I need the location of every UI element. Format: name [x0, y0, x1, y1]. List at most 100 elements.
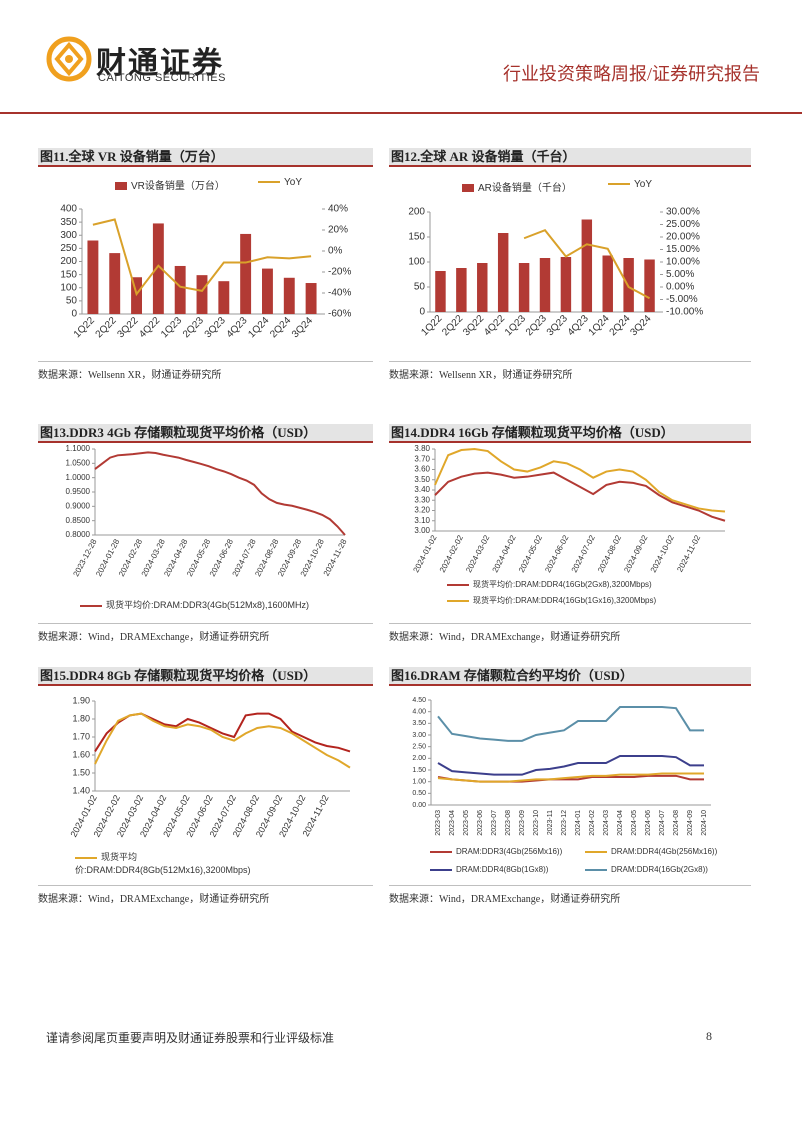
x-tick-label: 2024-07: [659, 810, 666, 836]
legend-swatch: [447, 599, 469, 602]
legend-label: DRAM:DDR3(4Gb(256Mx16)): [456, 847, 563, 856]
y-tick-label: 1.1000: [66, 444, 91, 453]
logo-subtext: CAITONG SECURITIES: [98, 72, 226, 84]
bar: [87, 240, 99, 314]
bar: [581, 219, 593, 312]
legend-item: 现货平均价:DRAM:DDR3(4Gb(512Mx8),1600MHz): [80, 598, 309, 611]
y-tick-label: 3.60: [414, 465, 430, 474]
panel-title: 图11.全球 VR 设备销量（万台）: [38, 148, 373, 167]
y-tick-label: 1.90: [72, 695, 90, 705]
x-tick-label: 2024-03: [603, 810, 610, 836]
x-tick-label: 2023-08: [505, 810, 512, 836]
chart-area: 3.00 3.10 3.20 3.30 3.40 3.50 3.60 3.70 3.80 2024…: [389, 443, 751, 623]
source-note: 数据来源：Wind，DRAMExchange，财通证券研究所: [389, 623, 751, 643]
x-tick-label: 2024-03-02: [464, 533, 491, 574]
bar: [497, 233, 509, 312]
chart: 0 50 100 150 200 -10.00% -5.00%0.00% 5.00%10.00…: [408, 207, 703, 339]
y-tick-label: 4.50: [412, 697, 426, 704]
bar: [539, 258, 551, 312]
y-tick-label: 0.8000: [66, 530, 91, 539]
legend-item: 现货平均价:DRAM:DDR4(16Gb(1Gx16),3200Mbps): [447, 595, 656, 606]
chart-area: 0 50 100 150 200 250 300 350 400 -60% -40% -20% 0% 20…: [38, 167, 373, 361]
y-tick-label: 1.50: [72, 767, 90, 777]
panel-title: 图13.DDR3 4Gb 存储颗粒现货平均价格（USD）: [38, 424, 373, 443]
x-tick-label: 2Q23: [181, 315, 206, 340]
x-tick-label: 4Q23: [225, 315, 250, 340]
x-tick-label: 3Q22: [115, 315, 140, 340]
line-series: [434, 447, 726, 513]
source-note: 数据来源：Wind，DRAMExchange，财通证券研究所: [389, 885, 751, 905]
x-tick-label: 1Q23: [503, 313, 528, 338]
chart-panel: 图13.DDR3 4Gb 存储颗粒现货平均价格（USD） 0.8000 0.8500…: [38, 424, 373, 643]
y-tick-label: 1.70: [72, 731, 90, 741]
x-tick-label: 2024-04: [617, 810, 624, 836]
y-tick-label: 0.9000: [66, 501, 91, 510]
x-tick-label: 2024-05: [631, 810, 638, 836]
y-tick-label: 200: [408, 207, 425, 218]
y-tick-label: 4.00: [412, 709, 426, 716]
y-tick-label: 3.50: [412, 720, 426, 727]
x-tick-label: 3Q22: [461, 313, 486, 338]
x-tick-label: 2Q24: [608, 313, 633, 338]
chart: 3.003.103.20 3.303.403.503.60 3.703.80 2024…: [411, 444, 726, 574]
line-series: [437, 755, 704, 776]
legend-swatch: [447, 583, 469, 586]
y2-tick-label: 25.00%: [666, 219, 700, 230]
y2-tick-label: 15.00%: [666, 244, 700, 255]
chart-panel: 图16.DRAM 存储颗粒合约平均价（USD） 0.00 0.50 1.00 1.50 2…: [389, 667, 751, 905]
y-tick-label: 0.8500: [66, 516, 91, 525]
y2-tick-label: -10.00%: [666, 307, 703, 318]
y2-tick-label: 20%: [328, 225, 348, 236]
bar: [240, 233, 252, 314]
x-tick-label: 2023-03: [435, 810, 442, 836]
bar: [644, 259, 655, 312]
x-tick-label: 2023-09: [519, 810, 526, 836]
y2-tick-label: 0.00%: [666, 282, 694, 293]
x-tick-label: 4Q22: [482, 313, 507, 338]
line-series: [437, 706, 704, 742]
y-tick-label: 3.80: [414, 444, 430, 453]
bar: [218, 281, 230, 314]
panel-title: 图12.全球 AR 设备销量（千台）: [389, 148, 751, 167]
y-tick-label: 3.70: [414, 454, 430, 463]
y-tick-label: 0: [71, 309, 77, 320]
line-series: [437, 772, 704, 783]
y2-tick-label: 20.00%: [666, 232, 700, 243]
y-tick-label: 1.40: [72, 785, 90, 795]
bar: [518, 263, 530, 312]
x-tick-label: 2024-06: [645, 810, 652, 836]
bar: [109, 253, 121, 314]
x-tick-label: 1Q24: [587, 313, 612, 338]
chart-area: 0 50 100 150 200 -10.00% -5.00% 0.00% 5.00% 10.00…: [389, 167, 751, 361]
y-tick-label: 100: [408, 257, 425, 268]
y2-tick-label: 30.00%: [666, 207, 700, 218]
y-tick-label: 1.0000: [66, 473, 91, 482]
x-tick-label: 2Q23: [524, 313, 549, 338]
chart-area: 1.40 1.50 1.60 1.70 1.80 1.90 2024-01-02 2024-0…: [38, 686, 373, 885]
legend-item: 现货平均价:DRAM:DDR4(8Gb(512Mx16),3200Mbps): [75, 850, 251, 876]
chart: 0 50 100 150 200 250 300 350 400 -60% -40% -20% 0% 20…: [60, 204, 351, 341]
y-tick-label: 3.10: [414, 516, 430, 525]
x-tick-label: 2024-07-02: [570, 533, 597, 574]
y-tick-label: 3.20: [414, 506, 430, 515]
y-tick-label: 350: [60, 217, 77, 228]
y2-tick-label: 40%: [328, 204, 348, 215]
x-tick-label: 3Q23: [545, 313, 570, 338]
y2-tick-label: 0%: [328, 246, 343, 257]
y-tick-label: 3.50: [414, 475, 430, 484]
legend-label: AR设备销量（千台）: [478, 183, 572, 194]
y-tick-label: 1.80: [72, 713, 90, 723]
legend-swatch: [258, 181, 280, 184]
line-series: [92, 218, 312, 297]
y-tick-label: 0.50: [412, 790, 426, 797]
y-tick-label: 0: [419, 307, 425, 318]
x-tick-label: 2024-10-02: [649, 533, 676, 574]
x-tick-label: 2023-05: [463, 810, 470, 836]
y-tick-label: 3.40: [414, 485, 430, 494]
line-series: [94, 712, 351, 769]
bar: [174, 265, 186, 314]
x-tick-label: 1Q24: [246, 315, 271, 340]
legend-swatch: [608, 183, 630, 186]
source-note: 数据来源：Wind，DRAMExchange，财通证券研究所: [38, 623, 373, 643]
bar: [435, 271, 446, 312]
